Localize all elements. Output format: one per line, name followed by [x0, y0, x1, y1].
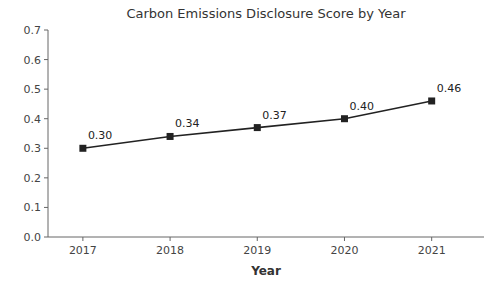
data-label: 0.40 — [349, 100, 374, 113]
y-tick — [44, 118, 48, 119]
y-tick-label: 0.3 — [24, 142, 42, 155]
x-tick — [170, 237, 171, 241]
axes: 0.0 0.1 0.2 0.3 0.4 0.5 0.6 0.7 2017 2018 2019 2020… — [24, 24, 485, 257]
x-tick-label: 2021 — [418, 244, 446, 257]
x-tick-label: 2018 — [156, 244, 184, 257]
line — [83, 101, 432, 148]
marker — [254, 124, 261, 131]
y-tick-label: 0.6 — [24, 54, 42, 67]
x-axis-line — [48, 237, 484, 238]
y-tick — [44, 148, 48, 149]
y-tick-label: 0.2 — [24, 172, 42, 185]
y-tick — [44, 237, 48, 238]
title: Carbon Emissions Disclosure Score by Yea… — [126, 6, 406, 21]
data-label: 0.46 — [437, 82, 462, 95]
x-tick-label: 2019 — [243, 244, 271, 257]
y-tick — [44, 207, 48, 208]
x-tick-label: 2020 — [330, 244, 358, 257]
y-axis-line — [48, 30, 49, 237]
y-tick — [44, 30, 48, 31]
y-tick-label: 0.0 — [24, 231, 42, 244]
data-label: 0.30 — [88, 129, 113, 142]
marker — [341, 115, 348, 122]
y-tick — [44, 59, 48, 60]
chart: Carbon Emissions Disclosure Score by Yea… — [0, 0, 500, 283]
x-axis-label: Year — [250, 264, 281, 278]
x-tick — [344, 237, 345, 241]
y-tick — [44, 89, 48, 90]
x-tick-label: 2017 — [69, 244, 97, 257]
series — [79, 97, 435, 151]
y-tick-label: 0.7 — [24, 24, 42, 37]
y-tick-label: 0.1 — [24, 201, 42, 214]
data-label: 0.34 — [175, 117, 200, 130]
data-labels: 0.30 0.34 0.37 0.40 0.46 — [88, 82, 461, 142]
y-tick — [44, 177, 48, 178]
x-tick — [431, 237, 432, 241]
data-label: 0.37 — [262, 109, 287, 122]
marker — [167, 133, 174, 140]
marker — [79, 145, 86, 152]
y-tick-label: 0.5 — [24, 83, 42, 96]
marker — [428, 97, 435, 104]
y-tick-label: 0.4 — [24, 113, 42, 126]
x-tick — [257, 237, 258, 241]
x-tick — [82, 237, 83, 241]
